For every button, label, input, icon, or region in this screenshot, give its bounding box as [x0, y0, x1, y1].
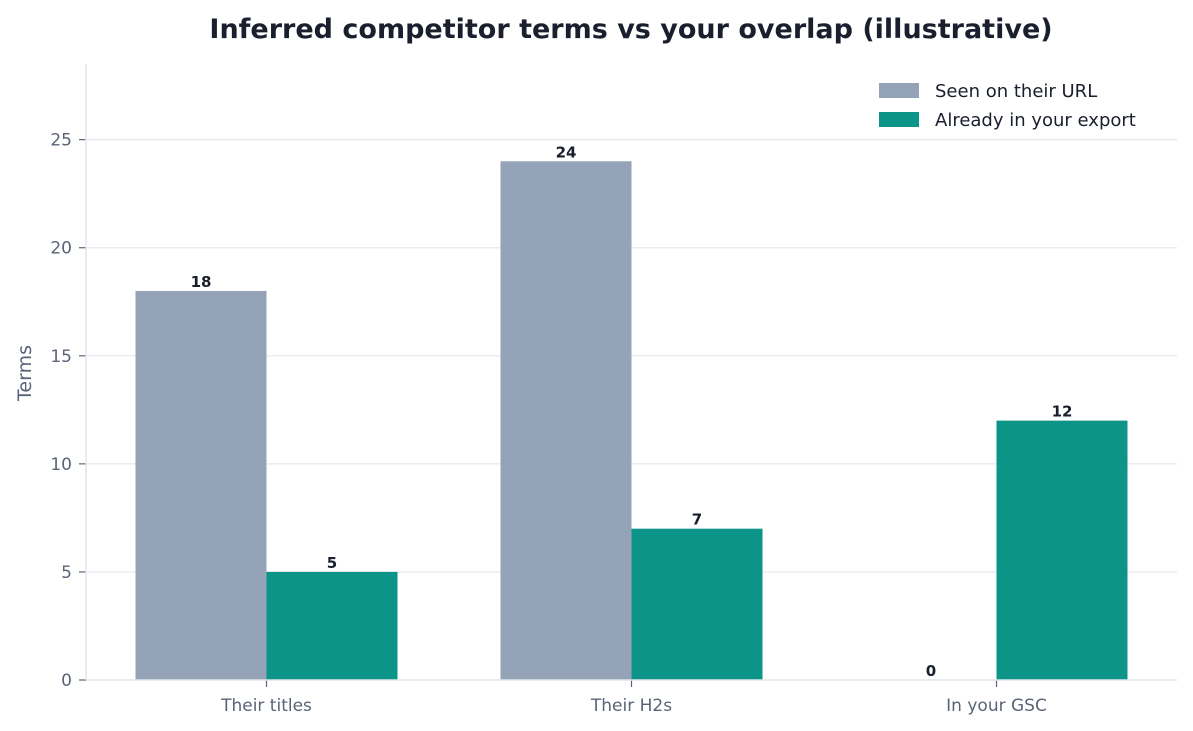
- bar: [266, 571, 398, 680]
- axes: 0 5 10 15 20 25 Their titles Their H2s In your G…: [50, 64, 1177, 716]
- data-label: 24: [556, 143, 577, 161]
- legend-label: Seen on their URL: [935, 81, 1097, 102]
- y-tick-label: 10: [50, 455, 72, 475]
- y-tick-label: 5: [61, 563, 72, 583]
- y-tick-label: 20: [50, 239, 72, 259]
- data-label: 5: [327, 554, 337, 572]
- bars: [135, 161, 1128, 680]
- x-tick-label: In your GSC: [946, 696, 1047, 716]
- chart-title: Inferred competitor terms vs your overla…: [209, 14, 1052, 45]
- legend-swatch: [879, 112, 919, 127]
- data-label: 18: [191, 273, 212, 291]
- data-labels: 18 5 24 7 0 12: [191, 143, 1073, 680]
- x-tick-label: Their H2s: [590, 696, 672, 716]
- bar: [500, 161, 632, 680]
- data-label: 7: [692, 511, 702, 529]
- y-tick-label: 15: [50, 347, 72, 367]
- legend-swatch: [879, 83, 919, 98]
- bar: [135, 290, 267, 680]
- data-label: 12: [1052, 403, 1073, 421]
- data-label: 0: [926, 662, 936, 680]
- y-tick-label: 0: [61, 671, 72, 691]
- legend: Seen on their URL Already in your export: [879, 81, 1136, 131]
- x-tick-label: Their titles: [220, 696, 312, 716]
- y-axis-label: Terms: [14, 345, 36, 402]
- y-tick-label: 25: [50, 131, 72, 151]
- bar: [996, 420, 1128, 680]
- bar: [631, 528, 763, 680]
- legend-label: Already in your export: [935, 110, 1136, 131]
